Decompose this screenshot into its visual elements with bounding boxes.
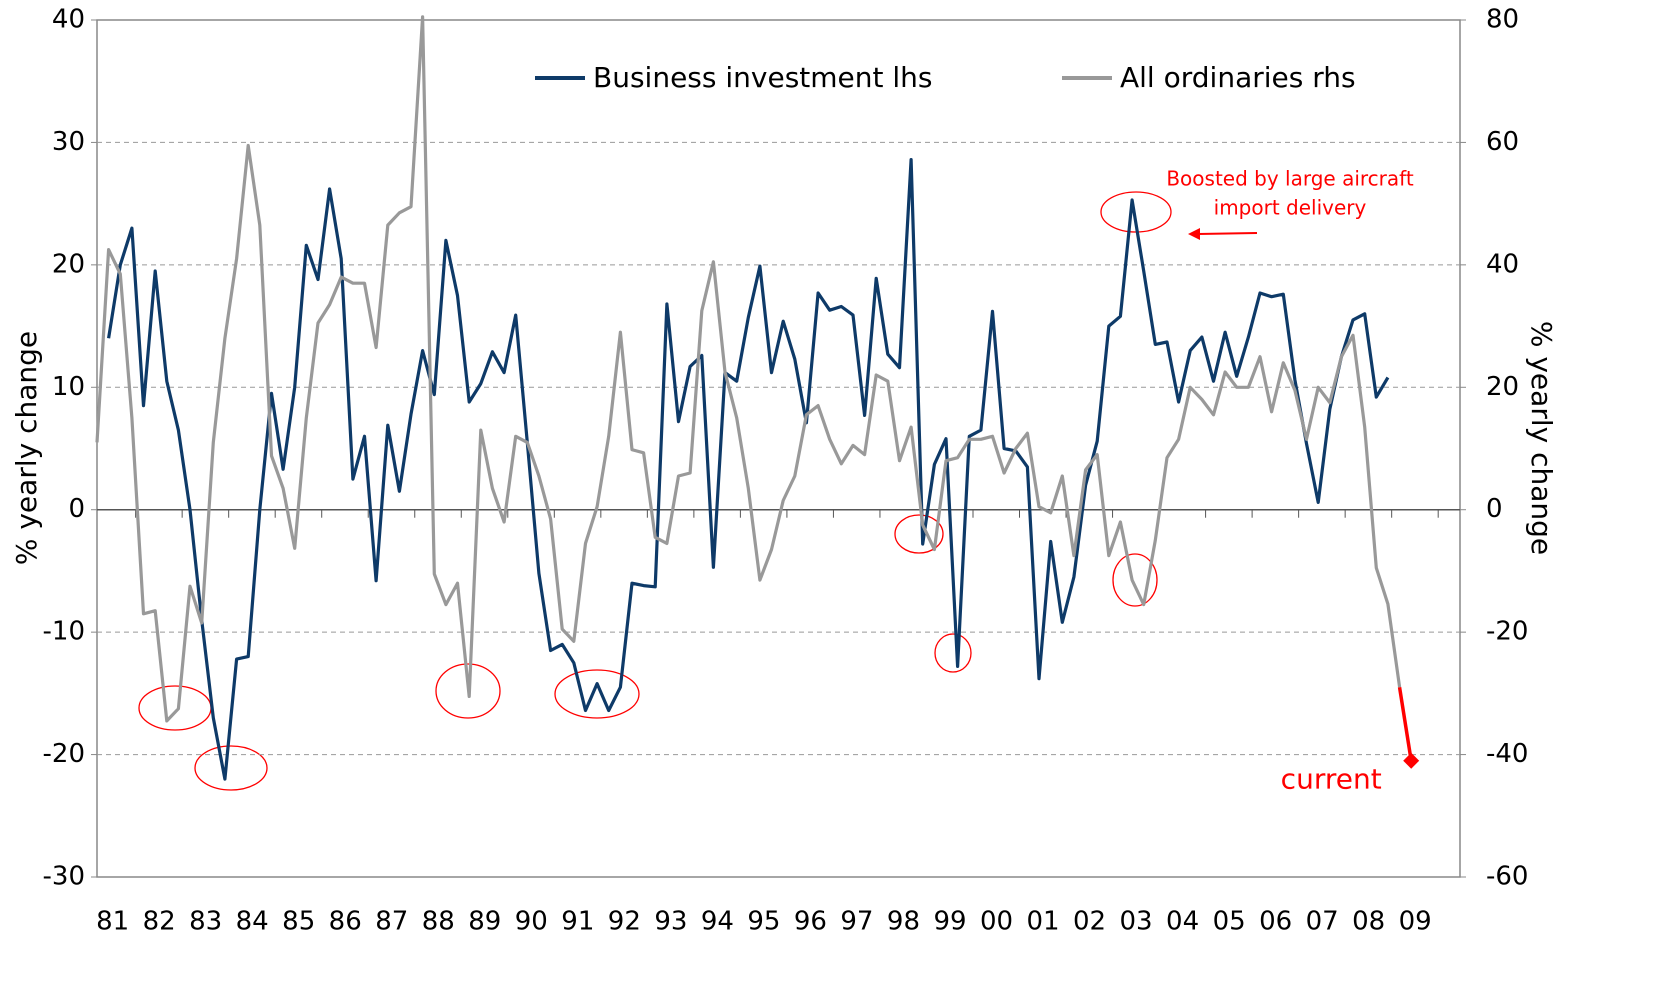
x-tick-label: 01: [1026, 907, 1059, 937]
x-tick-label: 87: [375, 907, 408, 937]
y-tick-label: -10: [43, 617, 85, 647]
x-tick-label: 09: [1399, 907, 1432, 937]
x-tick-label: 02: [1073, 907, 1106, 937]
x-tick-label: 91: [561, 907, 594, 937]
y-tick-label: 40: [52, 5, 85, 35]
x-tick-label: 85: [282, 907, 315, 937]
circle: [194, 745, 268, 791]
y-tick-label: 10: [52, 372, 85, 402]
x-tick-label: 84: [236, 907, 269, 937]
circle: [435, 663, 501, 719]
y2-tick-label: -40: [1486, 739, 1528, 769]
x-tick-label: 06: [1259, 907, 1292, 937]
y2-tick-label: -20: [1486, 617, 1528, 647]
circle: [894, 514, 944, 554]
y2-axis-title: % yearly change: [1525, 321, 1558, 555]
x-tick-label: 89: [468, 907, 501, 937]
circle: [554, 669, 640, 719]
x-tick-label: 98: [887, 907, 920, 937]
x-tick-label: 94: [701, 907, 734, 937]
y2-tick-label: 80: [1486, 5, 1519, 35]
plot-frame: [96, 19, 1461, 878]
annotation-arrow: [1197, 232, 1258, 235]
x-tick-label: 00: [980, 907, 1013, 937]
x-tick-label: 86: [329, 907, 362, 937]
y2-tick-label: 60: [1486, 127, 1519, 157]
y-axis-title: % yearly change: [10, 331, 43, 565]
x-tick-label: 05: [1213, 907, 1246, 937]
y2-tick-label: 40: [1486, 249, 1519, 279]
x-tick-label: 97: [840, 907, 873, 937]
x-tick-label: 93: [654, 907, 687, 937]
x-tick-label: 04: [1166, 907, 1199, 937]
circle: [934, 633, 972, 673]
current-line: [1397, 686, 1413, 761]
y-tick-label: 20: [52, 249, 85, 279]
highlight-circles: [138, 191, 1172, 791]
x-tick-label: 07: [1306, 907, 1339, 937]
annotation: Boosted by large aircraft: [1166, 167, 1414, 191]
annotation: import delivery: [1214, 196, 1367, 220]
y2-tick-label: 0: [1486, 494, 1503, 524]
x-tick-label: 82: [143, 907, 176, 937]
current-marker: [1403, 752, 1420, 769]
legend-label: All ordinaries rhs: [1120, 61, 1356, 94]
annotation-arrowhead: [1188, 228, 1200, 240]
current-label: current: [1281, 763, 1382, 796]
y2-tick-label: 20: [1486, 372, 1519, 402]
circle: [1112, 553, 1158, 607]
x-tick-label: 99: [933, 907, 966, 937]
x-tick-label: 96: [794, 907, 827, 937]
y-tick-label: -30: [43, 862, 85, 892]
x-tick-label: 88: [422, 907, 455, 937]
y-tick-label: -20: [43, 739, 85, 769]
x-tick-label: 95: [747, 907, 780, 937]
series-line: [107, 158, 1390, 781]
legend-label: Business investment lhs: [593, 61, 933, 94]
x-tick-label: 83: [189, 907, 222, 937]
x-tick-label: 90: [515, 907, 548, 937]
x-tick-label: 81: [96, 907, 129, 937]
circle: [138, 685, 212, 731]
series-line: [95, 15, 1402, 723]
y-tick-label: 0: [68, 494, 85, 524]
x-tick-label: 92: [608, 907, 641, 937]
x-tick-label: 08: [1352, 907, 1385, 937]
y2-tick-label: -60: [1486, 862, 1528, 892]
y-tick-label: 30: [52, 127, 85, 157]
x-tick-label: 03: [1120, 907, 1153, 937]
